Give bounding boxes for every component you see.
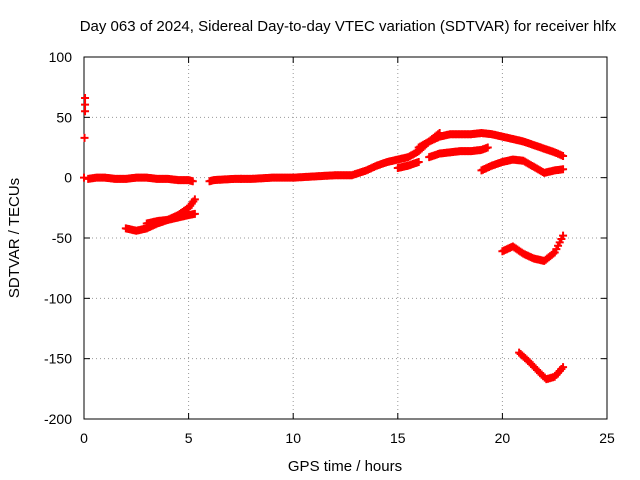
series-afternoon-lower bbox=[393, 155, 568, 177]
series-late-dip-b bbox=[515, 348, 568, 384]
data-points bbox=[80, 94, 568, 384]
y-tick-label: -100 bbox=[44, 290, 72, 306]
data-point bbox=[557, 365, 566, 374]
x-tick-label: 15 bbox=[390, 430, 406, 446]
data-point bbox=[187, 176, 196, 185]
data-point bbox=[522, 355, 531, 364]
y-tick-label: 100 bbox=[49, 49, 73, 65]
y-tick-label: -50 bbox=[52, 230, 72, 246]
chart-title: Day 063 of 2024, Sidereal Day-to-day VTE… bbox=[80, 18, 617, 35]
series-gap-points bbox=[205, 174, 245, 186]
y-tick-label: 0 bbox=[64, 170, 72, 186]
data-point bbox=[533, 366, 542, 375]
data-point bbox=[80, 133, 89, 142]
data-point bbox=[557, 165, 566, 174]
x-tick-label: 10 bbox=[285, 430, 301, 446]
data-point bbox=[557, 151, 566, 160]
data-point bbox=[189, 197, 198, 206]
data-point bbox=[547, 250, 556, 259]
axis-ticks: 0 5 10 15 20 25 -200 -150 -100 -50 0 50 100 bbox=[44, 49, 615, 446]
y-tick-label: -150 bbox=[44, 351, 72, 367]
data-point bbox=[539, 372, 548, 381]
x-tick-label: 20 bbox=[495, 430, 511, 446]
data-point bbox=[549, 249, 558, 258]
series-morning-band bbox=[84, 173, 197, 186]
data-point bbox=[81, 100, 90, 109]
y-axis-label: SDTVAR / TECUs bbox=[6, 178, 23, 298]
y-tick-label: 50 bbox=[56, 109, 72, 125]
data-point bbox=[516, 247, 525, 256]
grid bbox=[84, 57, 607, 419]
x-axis-label: GPS time / hours bbox=[288, 458, 402, 475]
data-point bbox=[482, 144, 491, 153]
x-tick-label: 0 bbox=[80, 430, 88, 446]
y-tick-label: -200 bbox=[44, 411, 72, 427]
series-midday-band bbox=[236, 129, 444, 183]
series-pre-dawn bbox=[80, 94, 90, 182]
data-point bbox=[189, 210, 198, 219]
series-afternoon-upper bbox=[414, 129, 568, 160]
series-late-dip-a bbox=[498, 231, 568, 265]
x-tick-label: 5 bbox=[185, 430, 193, 446]
series-afternoon-mid bbox=[425, 143, 492, 162]
data-point bbox=[413, 158, 422, 167]
series-dip-band-b bbox=[142, 209, 199, 228]
data-point bbox=[557, 234, 566, 243]
x-tick-label: 25 bbox=[599, 430, 615, 446]
